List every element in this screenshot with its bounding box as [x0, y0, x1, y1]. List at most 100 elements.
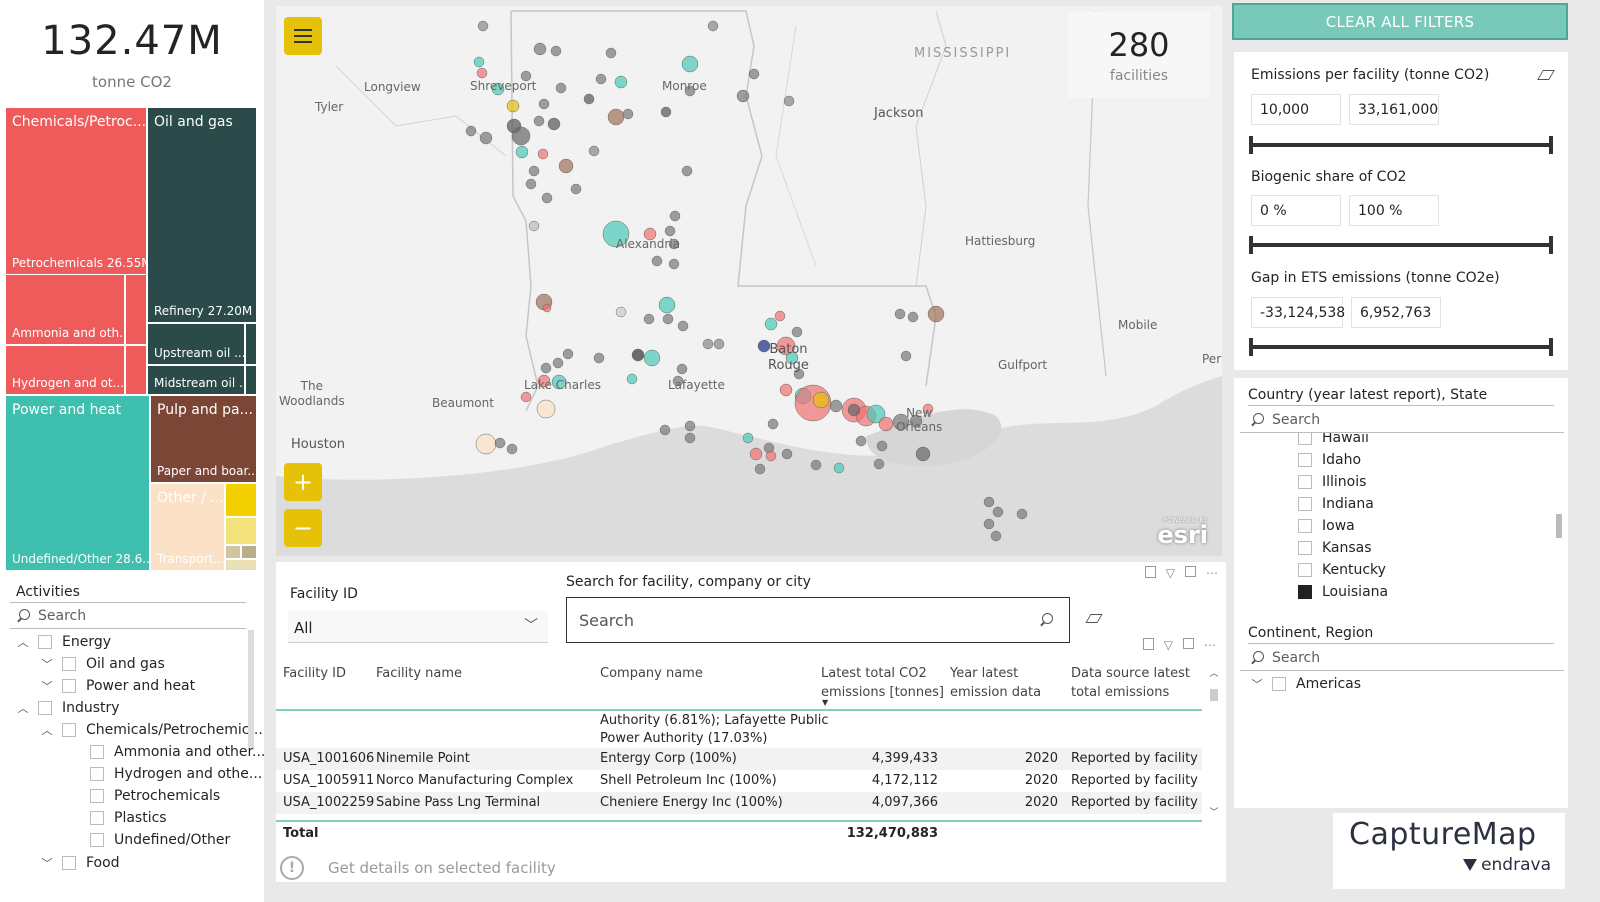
chevron-down-icon[interactable]: ﹀ — [41, 658, 53, 671]
checkbox[interactable] — [90, 833, 104, 847]
treemap-small-2[interactable] — [242, 546, 256, 558]
eraser-icon[interactable] — [1537, 70, 1555, 80]
col-latest-emissions[interactable]: Latest total CO2 emissions [tonnes] — [821, 666, 944, 700]
facility-id-dropdown[interactable]: All ﹀ — [288, 611, 548, 643]
tree-item-energy[interactable]: ︿ Energy — [16, 634, 112, 650]
col-year[interactable]: Year latest emission data — [950, 666, 1042, 700]
col-data-source[interactable]: Data source latest total emissions — [1071, 666, 1191, 700]
list-item-indiana[interactable]: Indiana — [1298, 496, 1374, 512]
activities-search[interactable]: Search — [16, 608, 86, 624]
menu-button[interactable] — [284, 17, 322, 55]
checkbox[interactable] — [1298, 497, 1312, 511]
filter-icon[interactable]: ▽ — [1165, 566, 1175, 580]
table-row[interactable]: USA_1001606 Ninemile Point Entergy Corp … — [276, 748, 1202, 770]
checkbox[interactable] — [90, 767, 104, 781]
chevron-down-icon[interactable]: ﹀ — [41, 857, 53, 870]
facility-map[interactable]: MISSISSIPPI Longview Tyler Shreveport Mo… — [276, 6, 1222, 556]
checkbox-checked[interactable] — [1298, 585, 1312, 599]
emissions-slider-min-handle[interactable] — [1249, 136, 1253, 154]
gap-slider-min-handle[interactable] — [1249, 338, 1253, 356]
biogenic-min-input[interactable]: 0 % — [1251, 195, 1341, 226]
tree-item-plastics[interactable]: Plastics — [90, 810, 167, 826]
eraser-icon[interactable] — [1085, 614, 1103, 623]
treemap-small-1[interactable] — [226, 546, 240, 558]
country-search[interactable]: Search — [1250, 412, 1320, 428]
checkbox[interactable] — [90, 811, 104, 825]
biogenic-slider-max-handle[interactable] — [1549, 236, 1553, 254]
checkbox[interactable] — [62, 856, 76, 870]
treemap-power-heat[interactable]: Power and heat Undefined/Other 28.6... — [6, 396, 149, 570]
list-item-kansas[interactable]: Kansas — [1298, 540, 1372, 556]
tree-item-americas[interactable]: ﹀ Americas — [1250, 676, 1362, 692]
gap-slider-max-handle[interactable] — [1549, 338, 1553, 356]
focus-mode-icon[interactable] — [1185, 566, 1196, 577]
chevron-up-icon[interactable]: ︿ — [17, 702, 29, 715]
tree-item-chemicals[interactable]: ︿ Chemicals/Petrochemic... — [40, 722, 263, 738]
list-item-kentucky[interactable]: Kentucky — [1298, 562, 1386, 578]
facility-markers[interactable] — [276, 6, 1222, 556]
copy-icon[interactable] — [1144, 566, 1156, 578]
biogenic-slider-min-handle[interactable] — [1249, 236, 1253, 254]
checkbox[interactable] — [38, 635, 52, 649]
tree-item-ammonia[interactable]: Ammonia and other... — [90, 744, 265, 760]
emissions-min-input[interactable]: 10,000 — [1251, 94, 1341, 125]
continent-search[interactable]: Search — [1250, 650, 1320, 666]
treemap-upstream-small[interactable] — [246, 324, 256, 364]
checkbox[interactable] — [90, 789, 104, 803]
checkbox[interactable] — [1272, 677, 1286, 691]
scroll-up-icon[interactable]: ︿ — [1209, 669, 1219, 679]
facility-search-input[interactable]: Search — [566, 597, 1070, 643]
list-item-louisiana[interactable]: Louisiana — [1298, 584, 1388, 600]
country-scrollbar[interactable] — [1556, 514, 1562, 538]
treemap-yellow-2[interactable] — [226, 518, 256, 544]
emissions-max-input[interactable]: 33,161,000 — [1349, 94, 1439, 125]
treemap-petrochemicals[interactable]: Chemicals/Petroc... Petrochemicals 26.55… — [6, 108, 146, 274]
checkbox[interactable] — [1298, 563, 1312, 577]
checkbox[interactable] — [38, 701, 52, 715]
tree-item-hydrogen[interactable]: Hydrogen and othe... — [90, 766, 262, 782]
chevron-down-icon[interactable]: ﹀ — [41, 680, 53, 693]
tree-item-food[interactable]: ﹀ Food — [40, 855, 120, 871]
col-facility-id[interactable]: Facility ID — [283, 666, 347, 681]
table-scrollbar[interactable]: ︿ ﹀ — [1208, 666, 1220, 822]
checkbox[interactable] — [62, 723, 76, 737]
chevron-down-icon[interactable]: ﹀ — [1251, 678, 1263, 691]
tree-item-power-heat[interactable]: ﹀ Power and heat — [40, 678, 196, 694]
chevron-up-icon[interactable]: ︿ — [41, 724, 53, 737]
more-options-icon[interactable]: ⋯ — [1204, 638, 1216, 652]
checkbox[interactable] — [1298, 519, 1312, 533]
table-row[interactable]: USA_1002259 Sabine Pass Lng Terminal Che… — [276, 792, 1202, 814]
treemap-hydrogen-small[interactable] — [126, 346, 146, 394]
treemap-yellow-1[interactable] — [226, 484, 256, 516]
chevron-up-icon[interactable]: ︿ — [17, 636, 29, 649]
treemap-upstream[interactable]: Upstream oil ... — [148, 324, 244, 364]
clear-all-filters-button[interactable]: CLEAR ALL FILTERS — [1232, 3, 1568, 40]
list-item-illinois[interactable]: Illinois — [1298, 474, 1366, 490]
list-item-hawaii[interactable]: Hawaii — [1298, 433, 1369, 446]
activities-scrollbar[interactable] — [248, 630, 254, 748]
tree-item-oil-gas[interactable]: ﹀ Oil and gas — [40, 656, 165, 672]
treemap-ammonia-small[interactable] — [126, 275, 146, 344]
col-company-name[interactable]: Company name — [600, 666, 703, 681]
emissions-slider-track[interactable] — [1251, 143, 1553, 147]
treemap-refinery[interactable]: Oil and gas Refinery 27.20M — [148, 108, 256, 322]
tree-item-industry[interactable]: ︿ Industry — [16, 700, 120, 716]
checkbox[interactable] — [90, 745, 104, 759]
treemap-small-3[interactable] — [226, 560, 256, 570]
checkbox[interactable] — [62, 657, 76, 671]
gap-max-input[interactable]: 6,952,763 — [1351, 297, 1441, 328]
treemap-midstream[interactable]: Midstream oil ... — [148, 366, 244, 394]
list-item-idaho[interactable]: Idaho — [1298, 452, 1361, 468]
emissions-slider-max-handle[interactable] — [1549, 136, 1553, 154]
checkbox[interactable] — [1298, 453, 1312, 467]
checkbox[interactable] — [1298, 433, 1312, 445]
tree-item-undefined[interactable]: Undefined/Other — [90, 832, 230, 848]
scroll-thumb[interactable] — [1210, 689, 1218, 701]
zoom-out-button[interactable]: − — [284, 509, 322, 547]
table-row[interactable]: USA_1005911 Norco Manufacturing Complex … — [276, 770, 1202, 792]
checkbox[interactable] — [1298, 541, 1312, 555]
col-facility-name[interactable]: Facility name — [376, 666, 463, 681]
checkbox[interactable] — [62, 679, 76, 693]
more-options-icon[interactable]: ⋯ — [1206, 566, 1218, 580]
tree-item-petrochemicals[interactable]: Petrochemicals — [90, 788, 220, 804]
